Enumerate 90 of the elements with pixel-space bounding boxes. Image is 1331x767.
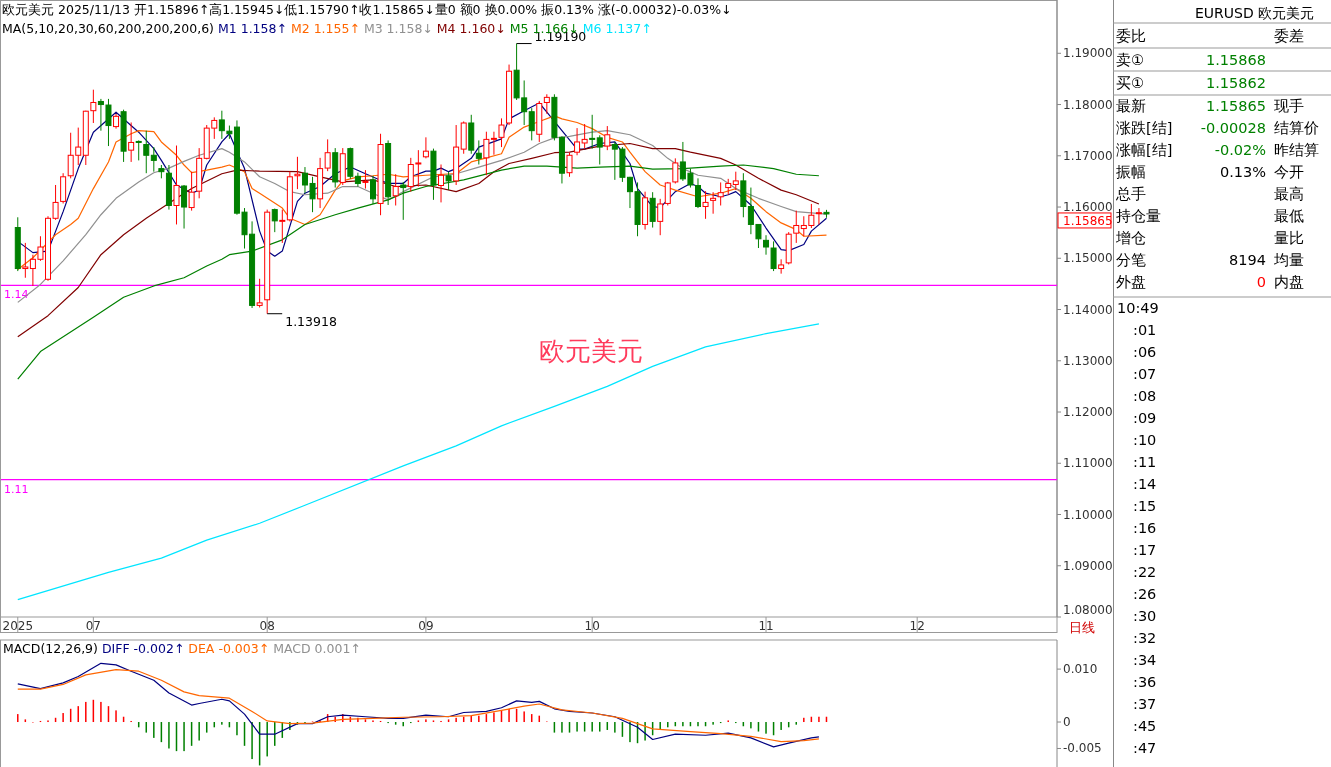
- y-tick-label: 0.010: [1063, 662, 1098, 677]
- text: :22: [1133, 564, 1157, 580]
- text: :09: [1133, 410, 1157, 426]
- category-label: 委差: [1274, 28, 1304, 44]
- x-tick-label: 07: [85, 619, 101, 633]
- text: :11: [1133, 454, 1157, 470]
- text: :16: [1133, 520, 1157, 536]
- category-label: 昨结算: [1274, 142, 1319, 158]
- text: 0: [1256, 274, 1266, 290]
- category-label: 现手: [1274, 98, 1304, 114]
- text: :08: [1133, 388, 1157, 404]
- y-tick-label: -0.005: [1063, 741, 1102, 756]
- text: :01: [1133, 322, 1157, 338]
- text: :32: [1133, 630, 1157, 646]
- annotation: 1.13918: [285, 313, 337, 329]
- y-tick-label: 1.15000: [1063, 251, 1113, 266]
- category-label: 持仓量: [1116, 208, 1161, 224]
- text: 1.15862: [1206, 75, 1266, 91]
- text: :07: [1133, 366, 1157, 382]
- category-label: 买①: [1116, 75, 1144, 91]
- text: M1 1.158↑: [217, 21, 291, 36]
- text: M2 1.155↑: [290, 21, 364, 36]
- category-label: 今开: [1274, 164, 1304, 180]
- series-label: DIFF -0.002↑: [101, 641, 189, 656]
- legend-title: MACD(12,26,9): [3, 641, 102, 656]
- text: :14: [1133, 476, 1157, 492]
- category-label: 最高: [1274, 186, 1304, 202]
- y-tick-label: 1.14000: [1063, 302, 1113, 317]
- category-label: 振幅: [1116, 164, 1146, 180]
- text: EURUSD 欧元美元: [1195, 5, 1315, 21]
- chart-title: 欧元美元 2025/11/13 开1.15896↑高1.15945↓低1.15790↑收1.15865↓量0 额0 换0.00% 振0.13% 涨(-0.00032)-0.03%↓: [2, 2, 732, 17]
- category-label: 卖①: [1116, 52, 1144, 68]
- category-label: 总手: [1116, 186, 1146, 202]
- text: 1.15865: [1063, 213, 1113, 228]
- text: 日线: [1069, 620, 1095, 635]
- x-tick-label: 08: [259, 619, 275, 633]
- category-label: 委比: [1116, 28, 1146, 44]
- annotation: 欧元美元: [538, 336, 643, 366]
- text: :17: [1133, 542, 1157, 558]
- text: :26: [1133, 586, 1157, 602]
- y-tick-label: 1.08000: [1063, 603, 1113, 617]
- y-tick-label: 1.19000: [1063, 46, 1113, 61]
- category-label: 结算价: [1274, 120, 1319, 136]
- text: :36: [1133, 674, 1157, 690]
- category-label: 内盘: [1274, 274, 1304, 290]
- text: DEA -0.003↑: [188, 641, 274, 656]
- text: 10:49: [1117, 300, 1159, 316]
- ref-line-label: 1.11: [4, 482, 29, 496]
- text: :47: [1133, 740, 1157, 756]
- y-tick-label: 1.09000: [1063, 558, 1113, 573]
- y-tick-label: 0: [1063, 715, 1071, 730]
- text: 1.15865: [1206, 98, 1266, 114]
- text: :06: [1133, 344, 1157, 360]
- text: :15: [1133, 498, 1157, 514]
- x-tick-label: 09: [418, 619, 434, 633]
- y-tick-label: 1.10000: [1063, 507, 1113, 522]
- category-label: 均量: [1274, 252, 1304, 268]
- x-tick-label: 11: [758, 619, 774, 633]
- x-tick-label: 12: [909, 619, 925, 633]
- category-label: 最低: [1274, 208, 1304, 224]
- text: :10: [1133, 432, 1157, 448]
- text: 8194: [1229, 252, 1266, 268]
- category-label: 最新: [1116, 98, 1146, 114]
- y-tick-label: 1.18000: [1063, 97, 1113, 112]
- text: 0.13%: [1219, 164, 1266, 180]
- y-tick-label: 1.13000: [1063, 353, 1113, 368]
- text: 1.15868: [1206, 52, 1266, 68]
- x-tick-label: 10: [584, 619, 600, 633]
- category-label: 外盘: [1116, 274, 1146, 290]
- category-label: 涨跌[结]: [1116, 120, 1173, 136]
- text: :45: [1133, 718, 1157, 734]
- category-label: 量比: [1274, 230, 1304, 246]
- ref-line-label: 1.14: [4, 288, 29, 302]
- x-tick-label: 2025: [2, 619, 34, 633]
- y-tick-label: 1.16000: [1063, 200, 1113, 215]
- text: :34: [1133, 652, 1157, 668]
- annotation: MACD 0.001↑: [273, 641, 361, 656]
- y-tick-label: 1.11000: [1063, 456, 1113, 471]
- y-tick-label: 1.17000: [1063, 148, 1113, 163]
- text: -0.02%: [1214, 142, 1266, 158]
- text: M4 1.160↓: [436, 21, 510, 36]
- y-tick-label: 1.12000: [1063, 405, 1113, 420]
- text: :37: [1133, 696, 1157, 712]
- text: :30: [1133, 608, 1157, 624]
- category-label: 增仓: [1116, 230, 1146, 246]
- text: M3 1.158↓: [363, 21, 437, 36]
- legend-title: MA(5,10,20,30,60,200,200,200,6): [2, 21, 218, 36]
- category-label: 分笔: [1116, 252, 1146, 268]
- text: -0.00028: [1200, 120, 1266, 136]
- category-label: 涨幅[结]: [1116, 142, 1173, 158]
